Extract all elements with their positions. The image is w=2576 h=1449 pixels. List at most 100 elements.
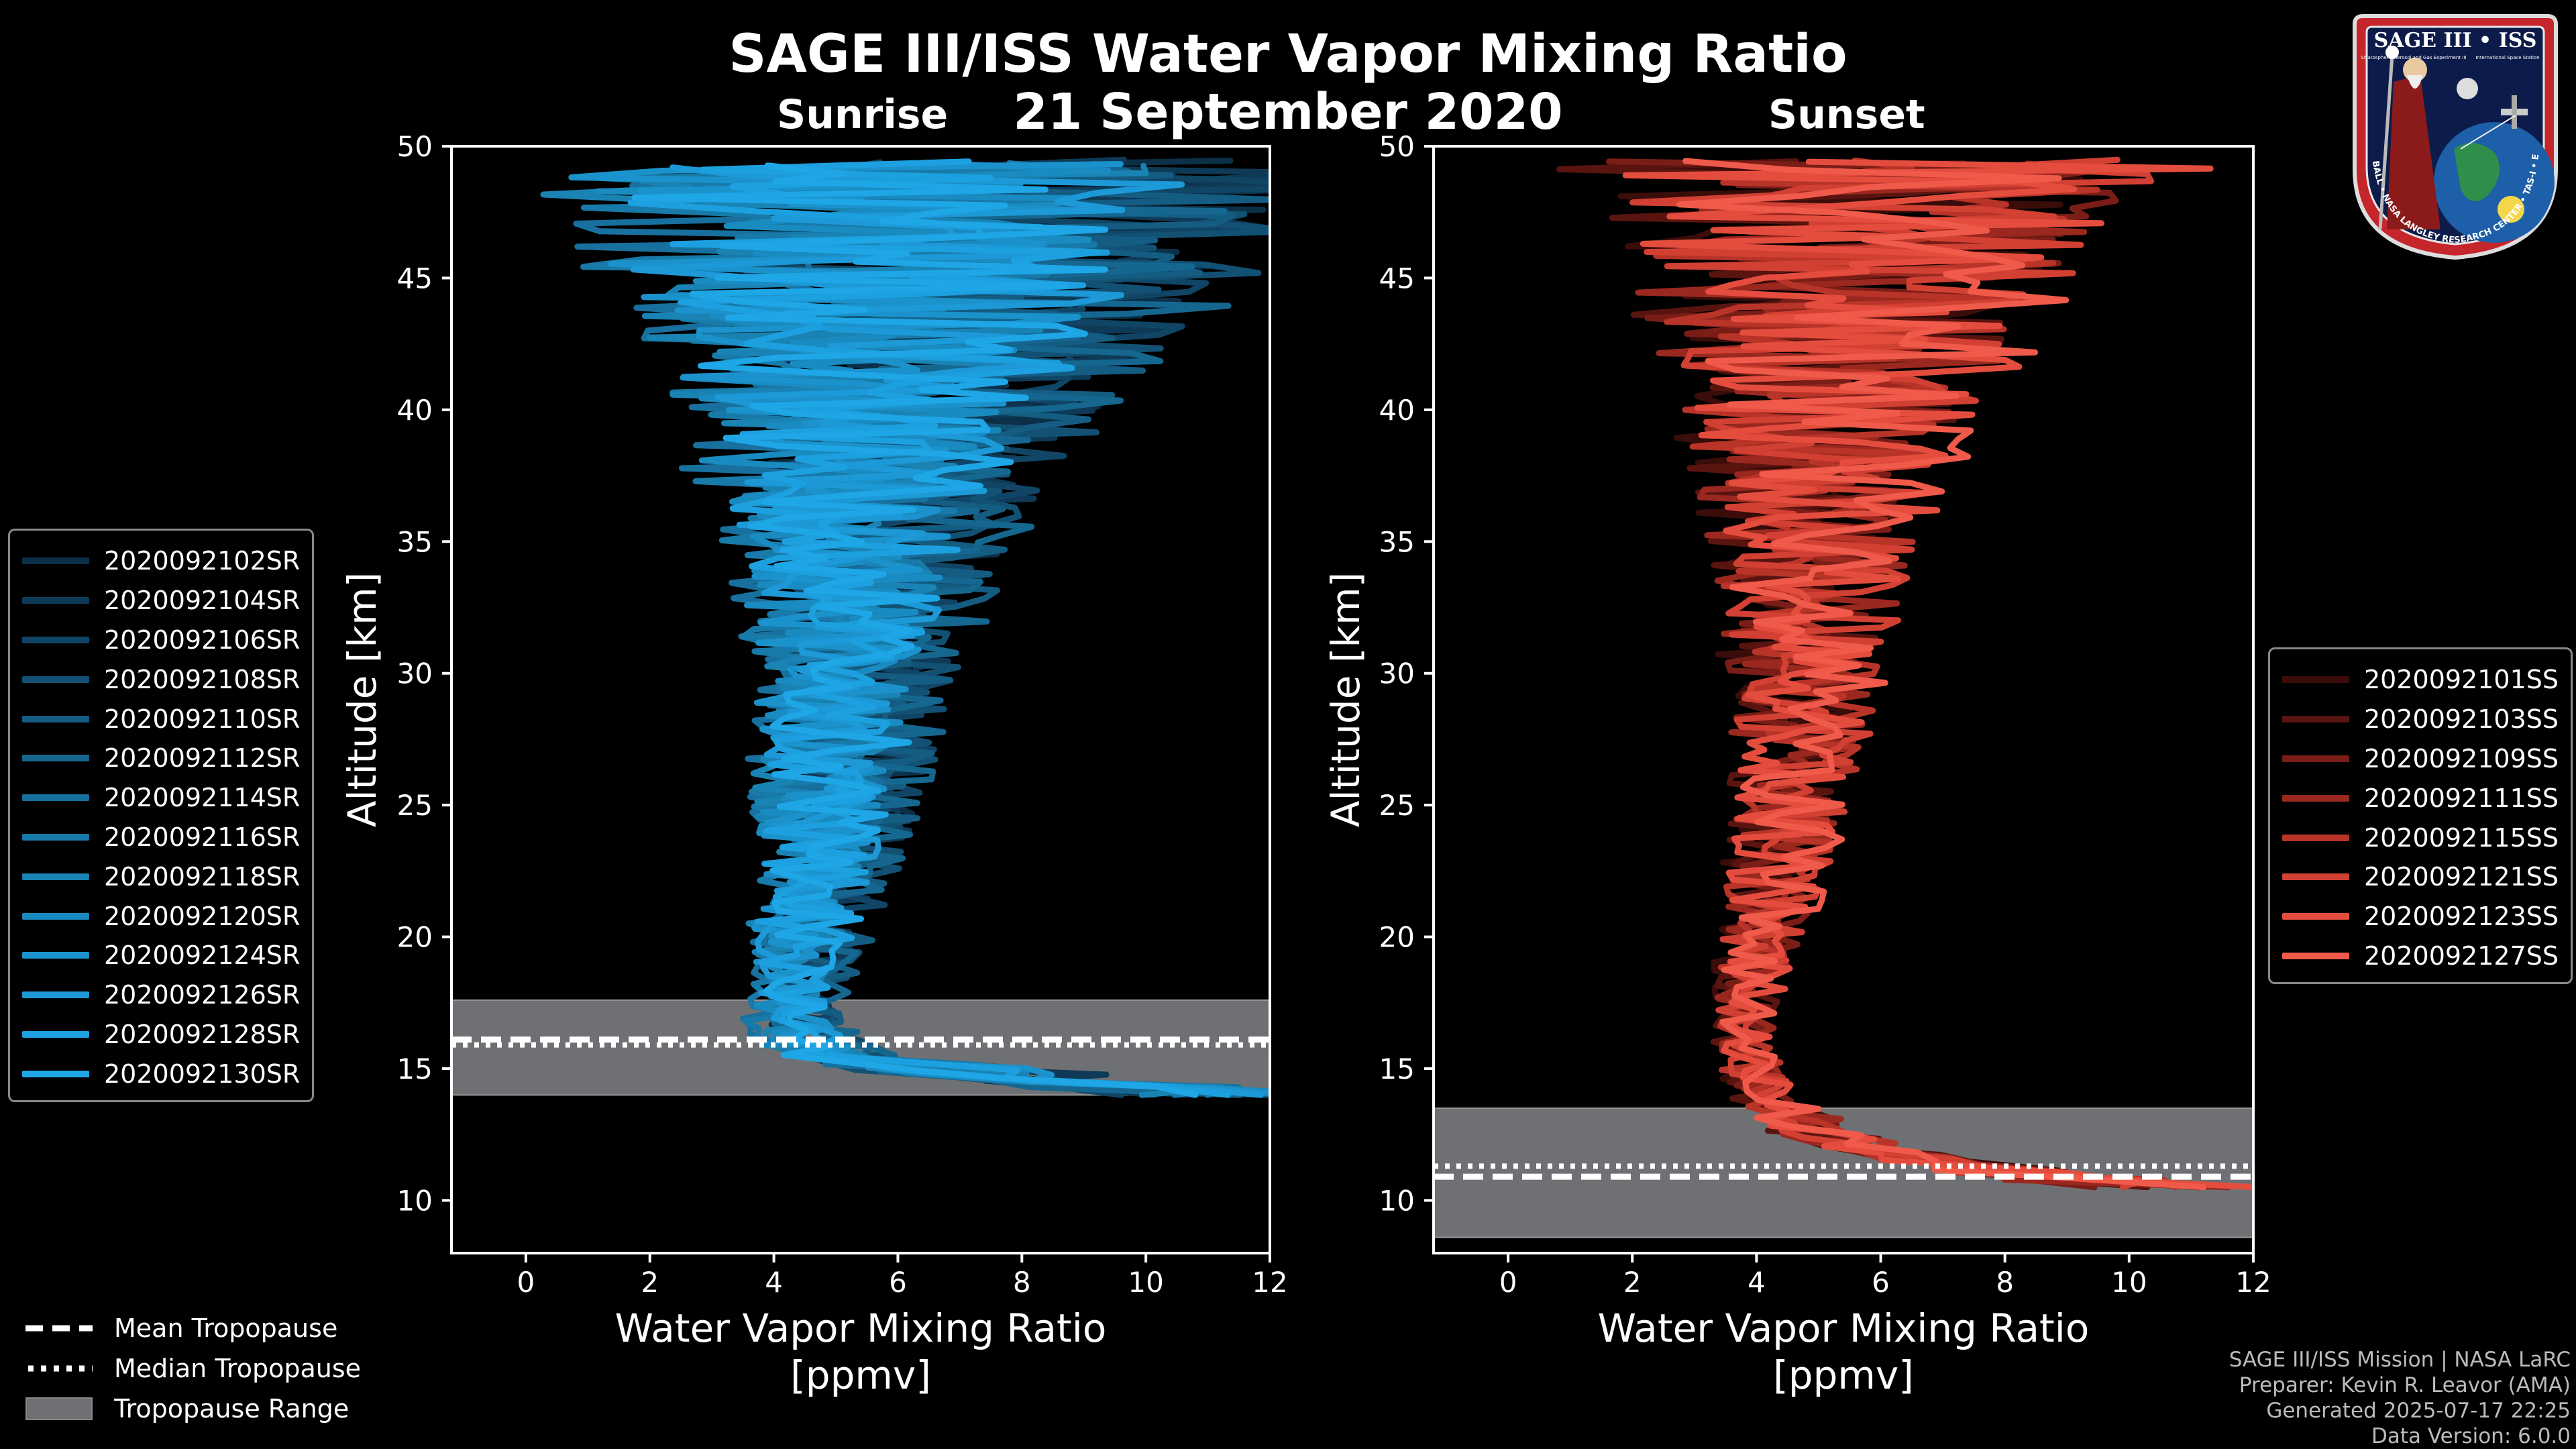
legend-label: 2020092124SR [104, 941, 301, 971]
footer-data-version: Data Version: 6.0.0 [2371, 1424, 2571, 1448]
legend-swatch [22, 991, 89, 999]
sage-mission-logo: SAGE III • ISS Stratospheric Aerosol and… [2340, 8, 2558, 260]
legend-swatch [2282, 676, 2349, 684]
y-tick-label: 10 [1379, 1184, 1415, 1217]
y-tick-label: 25 [397, 789, 433, 822]
legend-entry: 2020092121SS [2282, 857, 2559, 897]
legend-entry: 2020092126SR [22, 975, 300, 1015]
y-tick-label: 25 [1379, 789, 1415, 822]
x-tick-label: 8 [1013, 1266, 1031, 1299]
y-tick-label: 35 [397, 525, 433, 558]
legend-swatch [22, 715, 89, 722]
sunset-panel-title: Sunset [1768, 91, 1925, 138]
legend-entry: 2020092118SR [22, 857, 300, 896]
logo-name: SAGE III • ISS [2374, 29, 2537, 52]
legend-entry: 2020092114SR [22, 778, 300, 818]
sunset-legend: 2020092101SS 2020092103SS 2020092109SS 2020… [2268, 647, 2573, 985]
x-tick-label: 10 [1128, 1266, 1163, 1299]
legend-label: 2020092110SR [104, 704, 301, 734]
legend-entry: 2020092112SR [22, 739, 300, 778]
legend-swatch [22, 833, 89, 841]
x-tick-label: 6 [889, 1266, 907, 1299]
legend-label: 2020092106SR [104, 625, 301, 655]
mean-tropopause-entry: Mean Tropopause [25, 1308, 361, 1348]
legend-label: 2020092103SS [2364, 704, 2559, 735]
y-tick-label: 35 [1379, 525, 1415, 558]
legend-entry: 2020092130SR [22, 1054, 300, 1093]
y-tick-label: 20 [397, 921, 433, 954]
legend-entry: 2020092128SR [22, 1015, 300, 1055]
legend-entry: 2020092101SS [2282, 660, 2559, 700]
y-tick-label: 30 [397, 657, 433, 690]
legend-label: 2020092128SR [104, 1019, 301, 1049]
legend-swatch [22, 952, 89, 959]
tropopause-range-entry: Tropopause Range [25, 1389, 361, 1429]
plot-frame [1432, 145, 2255, 1254]
x-tick-label: 6 [1872, 1266, 1890, 1299]
profile-line-2020092127SS [1676, 158, 2207, 1191]
legend-swatch [2282, 716, 2349, 723]
legend-swatch [22, 912, 89, 920]
sunset-x-axis-label: Water Vapor Mixing Ratio [ppmv] [1597, 1305, 2090, 1398]
legend-swatch [22, 794, 89, 802]
legend-entry: 2020092111SS [2282, 778, 2559, 818]
y-tick-label: 50 [1379, 130, 1415, 163]
x-tick-label: 12 [2235, 1266, 2271, 1299]
legend-swatch [22, 755, 89, 762]
sunrise-panel-title: Sunrise [777, 91, 949, 138]
median-tropopause-entry: Median Tropopause [25, 1348, 361, 1389]
legend-entry: 2020092104SR [22, 581, 300, 621]
legend-label: 2020092114SR [104, 783, 301, 813]
legend-label: 2020092108SR [104, 664, 301, 694]
tropopause-legend: Mean Tropopause Median Tropopause Tropop… [25, 1308, 361, 1429]
legend-label: 2020092109SS [2364, 743, 2559, 773]
legend-label: 2020092121SS [2364, 862, 2559, 892]
legend-swatch [2282, 873, 2349, 881]
legend-entry: 2020092103SS [2282, 700, 2559, 739]
profile-line-2020092130SR [631, 162, 1199, 1098]
legend-label: 2020092115SS [2364, 822, 2559, 853]
x-tick-label: 0 [517, 1266, 535, 1299]
legend-swatch [22, 1030, 89, 1038]
legend-label: 2020092116SR [104, 822, 301, 852]
y-tick-label: 50 [397, 130, 433, 163]
legend-swatch [2282, 794, 2349, 802]
legend-entry: 2020092102SR [22, 541, 300, 581]
legend-label: 2020092130SR [104, 1059, 301, 1089]
legend-swatch [22, 597, 89, 604]
legend-entry: 2020092127SS [2282, 936, 2559, 976]
y-tick-label: 45 [397, 262, 433, 294]
legend-label: 2020092101SS [2364, 665, 2559, 695]
x-tick-label: 12 [1252, 1266, 1287, 1299]
legend-entry: 2020092108SR [22, 659, 300, 699]
footer-generated: Generated 2025-07-17 22:25 [2266, 1399, 2571, 1423]
y-tick-label: 45 [1379, 262, 1415, 294]
x-tick-label: 4 [765, 1266, 783, 1299]
legend-swatch [22, 676, 89, 683]
plot-frame [450, 145, 1271, 1254]
legend-entry: 2020092109SS [2282, 739, 2559, 779]
sunrise-x-axis-label: Water Vapor Mixing Ratio [ppmv] [614, 1305, 1107, 1398]
x-tick-label: 10 [2111, 1266, 2147, 1299]
y-tick-label: 10 [397, 1184, 433, 1217]
legend-label: 2020092102SR [104, 546, 301, 576]
legend-swatch [22, 557, 89, 565]
legend-entry: 2020092120SR [22, 896, 300, 936]
footer-preparer: Preparer: Kevin R. Leavor (AMA) [2239, 1373, 2571, 1397]
median-tropopause-label: Median Tropopause [114, 1354, 361, 1383]
legend-label: 2020092111SS [2364, 783, 2559, 813]
y-tick-label: 40 [1379, 394, 1415, 427]
legend-swatch [22, 1070, 89, 1077]
x-tick-label: 0 [1499, 1266, 1517, 1299]
x-tick-label: 2 [1623, 1266, 1642, 1299]
y-tick-label: 15 [397, 1053, 433, 1085]
y-tick-label: 15 [1379, 1053, 1415, 1085]
dashed-line-swatch [25, 1325, 93, 1332]
profiles-group [1556, 156, 2253, 1191]
y-tick-label: 20 [1379, 921, 1415, 954]
legend-swatch [2282, 755, 2349, 762]
legend-label: 2020092120SR [104, 901, 301, 931]
legend-swatch [22, 873, 89, 880]
y-tick-label: 40 [397, 394, 433, 427]
